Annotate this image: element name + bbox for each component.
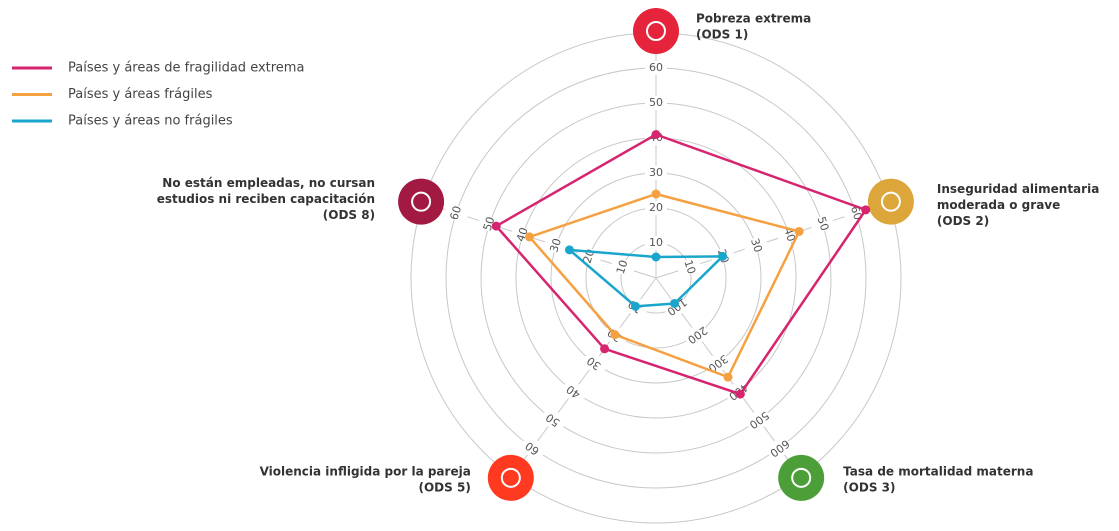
axis-label: moderada o grave — [937, 198, 1060, 212]
tick-bg — [706, 355, 729, 370]
sdg-icon — [487, 454, 534, 501]
axis-label: estudios ni reciben capacitación — [157, 192, 375, 206]
tick-bg — [562, 384, 585, 399]
series-line — [527, 192, 801, 379]
tick-label: 30 — [547, 237, 564, 254]
tick-bg — [545, 238, 568, 253]
axis-label: (ODS 1) — [696, 28, 748, 42]
sdg-icon-inner — [411, 191, 432, 212]
tick-label: 60 — [649, 61, 663, 74]
tick-bg — [678, 260, 701, 275]
axis-label: (ODS 5) — [419, 480, 471, 494]
tick-bg — [645, 96, 667, 110]
tick-label: 10 — [681, 258, 698, 275]
sdg-icon — [398, 178, 445, 225]
series-point — [651, 252, 661, 262]
sdg-icon — [633, 8, 679, 54]
tick-bg — [645, 201, 667, 215]
tick-bg — [645, 236, 667, 250]
series-point — [525, 232, 535, 242]
tick-bg — [645, 166, 667, 180]
axis-label: Inseguridad alimentaria — [937, 182, 1099, 196]
tick-bg — [686, 327, 709, 342]
axis-label: Tasa de mortalidad materna — [843, 464, 1033, 478]
tick-bg — [611, 260, 634, 275]
tick-bg — [521, 440, 544, 455]
series-point — [861, 205, 871, 215]
tick-label: 500 — [747, 409, 772, 432]
sdg-icon-inner — [791, 467, 812, 488]
tick-bg — [768, 440, 791, 455]
series-point — [630, 301, 640, 311]
series-point — [723, 372, 733, 382]
series-point — [491, 221, 501, 231]
series-point — [564, 245, 574, 255]
sdg-icon-inner — [500, 467, 521, 488]
axis-label: Pobreza extrema — [696, 12, 811, 26]
series-point — [651, 189, 661, 199]
axis-label: No están empleadas, no cursan — [162, 176, 375, 190]
tick-label: 10 — [614, 258, 631, 275]
series-point — [794, 226, 804, 236]
tick-bg — [542, 412, 565, 427]
axis-label: (ODS 8) — [323, 208, 375, 222]
axis-label: Violencia infligida por la pareja — [260, 464, 471, 478]
tick-label: 60 — [447, 204, 464, 221]
tick-bg — [645, 61, 667, 75]
legend-label: Países y áreas no frágiles — [68, 114, 233, 129]
tick-bg — [583, 355, 606, 370]
sdg-icon — [867, 178, 914, 225]
series-point — [610, 330, 620, 340]
legend-label: Países y áreas de fragilidad extrema — [68, 61, 304, 76]
axis-label: (ODS 3) — [843, 480, 895, 494]
sdg-icon — [778, 454, 825, 501]
tick-label: 50 — [649, 96, 663, 109]
series-point — [651, 130, 661, 139]
tick-label: 50 — [815, 215, 832, 232]
series-line — [494, 133, 868, 396]
tick-bg — [811, 216, 834, 231]
series-point — [718, 251, 728, 261]
series-point — [600, 344, 610, 354]
sdg-icon-inner — [880, 191, 901, 212]
tick-label: 10 — [649, 236, 663, 249]
tick-label: 600 — [767, 437, 792, 460]
tick-label: 30 — [649, 166, 663, 179]
tick-bg — [744, 238, 767, 253]
tick-label: 20 — [649, 201, 663, 214]
axis-label: (ODS 2) — [937, 214, 989, 228]
series-point — [670, 298, 680, 308]
series-line — [565, 248, 726, 308]
tick-bg — [747, 412, 770, 427]
tick-label: 30 — [748, 237, 765, 254]
series-point — [735, 389, 745, 399]
tick-bg — [445, 206, 468, 221]
legend-label: Países y áreas frágiles — [68, 87, 213, 102]
sdg-icon-inner — [646, 21, 666, 41]
